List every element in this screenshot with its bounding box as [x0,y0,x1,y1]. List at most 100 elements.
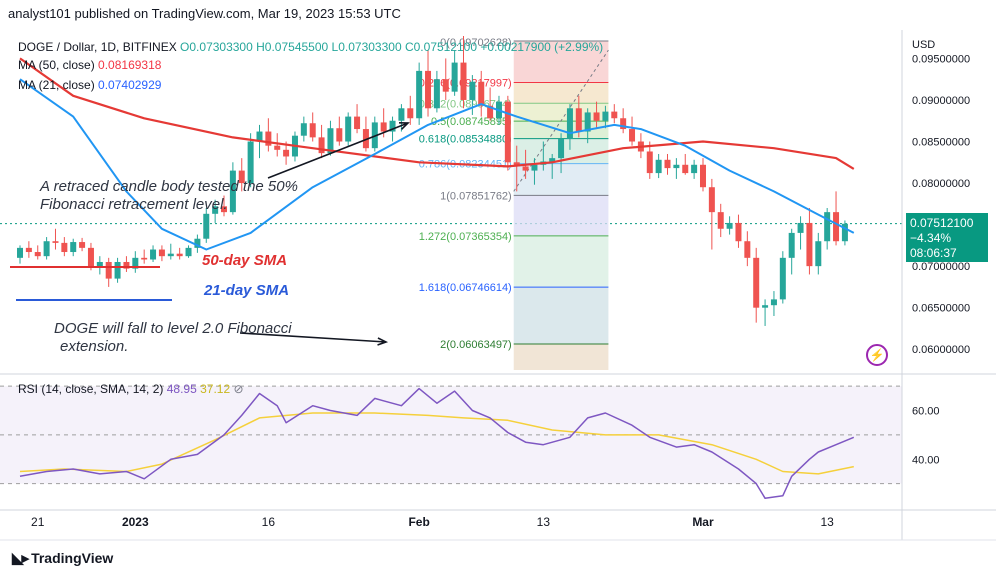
candle-body [25,247,32,253]
ma50-legend[interactable]: MA (50, close) 0.08169318 [18,58,161,72]
fib-trend-line [513,49,609,192]
candle-body [469,81,476,100]
candle-body [167,253,174,257]
time-tick-label: Feb [408,515,429,529]
candle-body [566,108,573,140]
annotation-sma21: 21-day SMA [204,282,290,299]
fib-level-label: 0.5(0.08745895) [431,116,512,128]
ma50-label: MA (50, close) [18,58,95,72]
fib-level-label: 0(0.09702628) [440,37,512,49]
candle-body [575,108,582,132]
rsi-label: RSI (14, close, SMA, 14, 2) [18,382,164,396]
candle-body [451,62,458,92]
rsi-tick-label: 60.00 [912,406,940,418]
candle-body [229,170,236,213]
candle-body [513,162,520,167]
publish-info: analyst101 published on TradingView.com,… [8,6,401,21]
candle-body [699,164,706,188]
time-tick-label: 13 [820,515,834,529]
annotation-target-1: DOGE will fall to level 2.0 Fibonacci [54,320,292,337]
candle-body [283,149,290,157]
candle-body [762,305,769,308]
candle-body [96,261,103,267]
candle-body [79,242,86,248]
candle-body [61,242,68,253]
candle-body [87,247,94,267]
annotation-retrace-2: Fibonacci retracement level. [40,196,228,213]
candle-body [158,249,165,257]
footer-brand[interactable]: ◣▸ TradingView [12,549,113,567]
ma21-value: 0.07402929 [98,78,162,92]
last-price-tag: 0.07512100 −4.34% 08:06:37 [906,213,988,262]
candle-body [185,247,192,257]
time-tick-label: Mar [692,515,714,529]
fib-level-label: 1.618(0.06746614) [419,282,512,294]
price-tick-label: 0.08000000 [912,178,970,190]
candle-body [708,187,715,213]
candle-body [531,164,538,171]
candle-body [504,101,511,163]
candle-body [52,241,59,243]
candle-body [114,261,121,279]
candle-body [194,238,201,248]
candle-body [487,105,494,119]
price-tick-label: 0.06500000 [912,303,970,315]
candle-body [593,112,600,121]
ma21-line [19,78,855,251]
brand-name: TradingView [31,550,114,566]
arrow-to-fib2-head [377,337,389,346]
candle-body [34,252,41,257]
candle-body [646,151,653,174]
symbol-name[interactable]: DOGE / Dollar, 1D, BITFINEX [18,40,177,54]
candle-body [274,145,281,150]
rsi-tick-label: 40.00 [912,454,940,466]
legend-high: H0.07545500 [256,40,329,54]
hide-icon[interactable]: ⊘ [233,382,244,396]
fib-zone [513,195,609,236]
candle-body [691,164,698,174]
ma50-value: 0.08169318 [98,58,162,72]
legend-change: +0.00217900 (+2.99%) [480,40,604,54]
price-tick-label: 0.09500000 [912,53,970,65]
candle-body [123,261,130,269]
rsi-value: 48.95 [166,382,197,396]
annotation-target-2: extension. [60,338,129,355]
candle-body [309,123,316,138]
fib-zone [513,40,609,83]
candle-body [620,118,627,130]
candle-body [841,223,848,242]
candle-body [558,139,565,159]
candle-body [362,129,369,149]
candle-body [522,166,529,171]
candle-body [433,79,440,109]
candle-body [806,222,813,267]
candle-body [389,120,396,132]
time-tick-label: 2023 [122,515,149,529]
fib-zone [513,343,609,370]
time-tick-label: 13 [537,515,551,529]
candle-body [655,159,662,174]
candle-body [682,164,689,174]
rsi-legend[interactable]: RSI (14, close, SMA, 14, 2) 48.95 37.12 … [18,382,244,396]
candle-body [770,299,777,306]
ma21-legend[interactable]: MA (21, close) 0.07402929 [18,78,161,92]
ma21-label: MA (21, close) [18,78,95,92]
candle-body [584,112,591,132]
candle-body [354,116,361,130]
fib-zone [513,82,609,104]
fib-level-label: 2(0.06063497) [440,339,512,351]
lightning-icon[interactable]: ⚡ [866,344,888,366]
candle-body [673,164,680,169]
fib-level-label: 1.272(0.07365354) [419,231,512,243]
candle-body [318,137,325,154]
price-tick-label: 0.08500000 [912,137,970,149]
symbol-legend: DOGE / Dollar, 1D, BITFINEX O0.07303300 … [18,40,603,54]
fib-zone [513,287,609,344]
arrow-to-fib50 [267,122,409,179]
candle-body [744,241,751,258]
annotation-retrace-1: A retraced candle body tested the 50% [40,178,298,195]
last-change: −4.34% [910,231,952,245]
legend-close: C0.07512100 [404,40,478,54]
candle-body [824,212,831,242]
